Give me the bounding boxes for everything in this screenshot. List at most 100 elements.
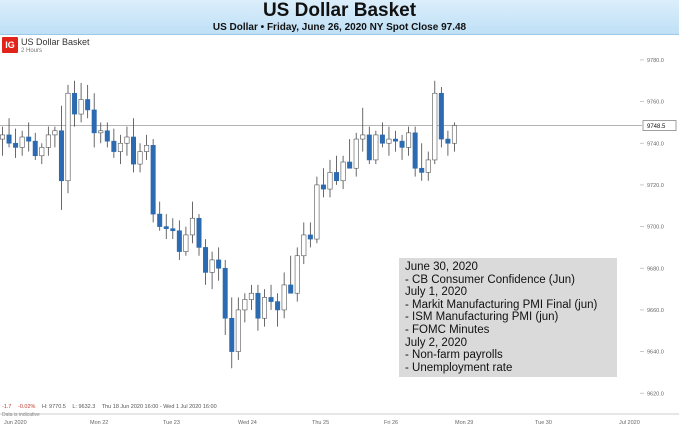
info-line: - Non-farm payrolls [405,349,503,362]
candle-body [373,134,379,161]
candle-body [294,255,300,294]
info-line: - Markit Manufacturing PMI Final (jun) [405,298,598,311]
instrument-name: US Dollar Basket [21,37,90,47]
candle-body [222,267,228,319]
candle-body [320,184,326,190]
candle-body [6,134,12,144]
change-value: -1.7 [2,404,12,410]
candle-body [150,145,156,215]
candle-body [216,259,222,269]
candle-body [85,99,91,111]
candle-body [176,230,182,252]
candle-body [124,136,130,144]
candle-body [137,151,143,165]
chart-title: US Dollar Basket [262,0,417,21]
low-value: L: 9632.3 [72,404,96,410]
change-percent: -0.02% [18,404,36,410]
candle-body [235,309,241,352]
candle-body [209,259,215,273]
candle-body [281,284,287,311]
y-tick-label: 9620.0 [647,391,664,397]
candle-body [98,130,104,134]
info-line: - Unemployment rate [405,361,513,374]
candle-body [0,134,5,140]
candle-body [163,226,169,229]
candle-body [360,134,366,140]
candle-body [65,92,71,182]
candle-body [425,159,431,173]
chart-header: US Dollar Basket US Dollar • Friday, Jun… [0,0,679,35]
high-value: H: 9770.5 [41,404,66,410]
x-tick-label: Tue 23 [163,420,180,426]
x-tick-label: Mon 29 [455,420,473,426]
candle-body [347,161,353,169]
candle-body [334,172,340,182]
candle-body [72,92,78,115]
candle-body [144,145,150,152]
candle-body [32,140,38,157]
candle-body [183,234,189,252]
candle-body [451,125,457,144]
candle-body [13,142,19,148]
candle-body [157,213,163,227]
y-tick-label: 9640.0 [647,350,664,356]
candle-body [58,130,64,182]
candle-body [91,109,97,134]
info-line: - FOMC Minutes [405,323,490,336]
info-line: July 2, 2020 [405,336,468,349]
info-line: - ISM Manufacturing PMI (jun) [405,311,559,324]
candle-body [248,292,254,300]
x-tick-label: Fri 26 [384,420,398,426]
candle-body [412,132,418,169]
candle-body [275,301,281,311]
current-price-label: 9748.5 [647,124,666,130]
y-tick-label: 9760.0 [647,100,664,106]
y-tick-label: 9680.0 [647,266,664,272]
candle-body [314,184,320,240]
current-price-tag [642,120,677,131]
candle-body [438,92,444,140]
candle-body [131,136,137,165]
y-tick-label: 9700.0 [647,225,664,231]
candle-body [242,299,248,311]
candle-body [445,138,451,144]
candle-body [39,147,45,157]
candle-body [261,297,267,319]
candle-body [301,234,307,257]
candle-body [45,134,51,148]
candle-body [196,217,202,248]
info-line: July 1, 2020 [405,286,468,299]
x-tick-label: Jun 2020 [4,420,27,426]
candle-body [111,140,117,152]
candle-body [189,217,195,236]
candle-body [392,138,398,142]
x-tick-label: Tue 30 [535,420,552,426]
chart-subtitle: US Dollar • Friday, June 26, 2020 NY Spo… [212,22,467,33]
candle-body [268,297,274,302]
candle-body [26,136,32,142]
ig-logo: IG [2,37,18,53]
candle-body [52,130,58,136]
candle-body [78,99,84,115]
y-tick-label: 9720.0 [647,183,664,189]
candle-body [170,228,176,232]
info-line: - CB Consumer Confidence (Jun) [405,273,576,286]
candle-body [379,134,385,144]
x-tick-label: Wed 24 [238,420,257,426]
candle-body [419,167,425,173]
y-tick-label: 9740.0 [647,141,664,147]
candle-body [353,138,359,169]
data-note: Data is indicative [2,412,40,418]
y-tick-label: 9660.0 [647,308,664,314]
candle-body [117,142,123,152]
candle-body [386,138,392,144]
candle-body [307,234,313,240]
candle-body [406,132,412,148]
candle-body [203,247,209,273]
instrument-interval: 2 Hours [21,48,43,54]
candle-body [19,136,25,148]
candle-body [340,161,346,182]
candle-body [288,284,294,294]
candle-body [104,130,110,142]
